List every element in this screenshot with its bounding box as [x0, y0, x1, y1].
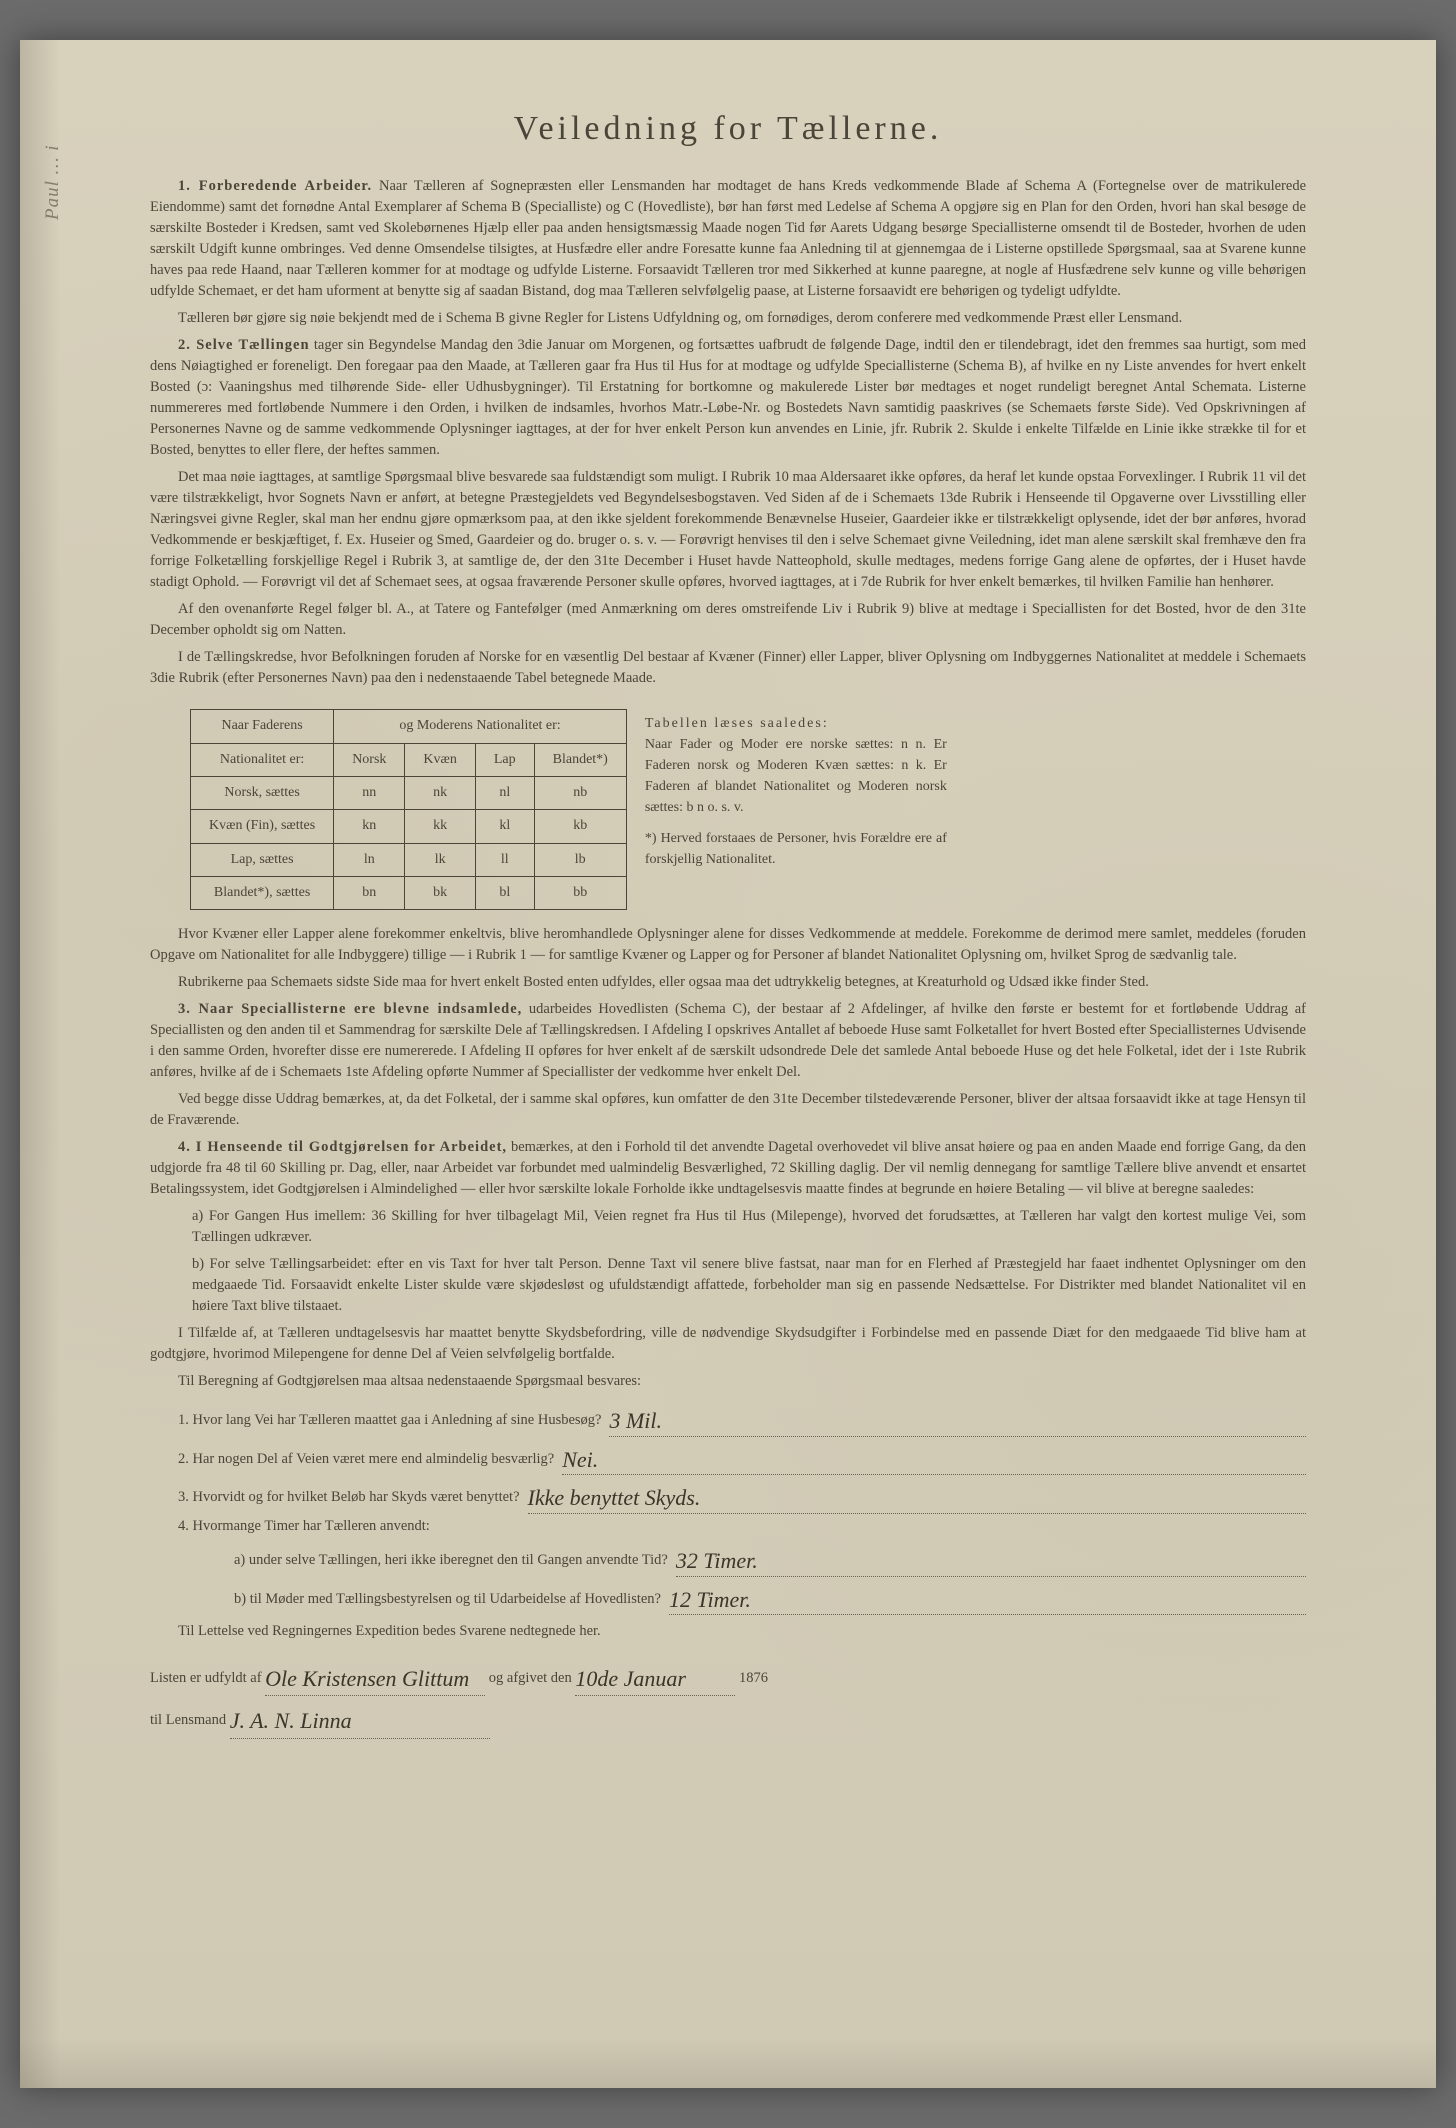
- question-4b-answer: 12 Timer.: [669, 1587, 751, 1612]
- table-cell: ll: [475, 843, 534, 876]
- section-2d: I de Tællingskredse, hvor Befolkningen f…: [150, 647, 1306, 689]
- question-2: 2. Har nogen Del af Veien været mere end…: [178, 1437, 1306, 1475]
- signature-date: 10de Januar: [575, 1666, 686, 1691]
- section-2-lead: 2. Selve Tællingen: [178, 337, 310, 353]
- table-side-head: Tabellen læses saaledes:: [645, 713, 947, 734]
- table-cell: Norsk, sættes: [191, 776, 334, 809]
- section-2: 2. Selve Tællingen tager sin Begyndelse …: [150, 335, 1306, 461]
- question-1: 1. Hvor lang Vei har Tælleren maattet ga…: [178, 1398, 1306, 1436]
- section-4a: a) For Gangen Hus imellem: 36 Skilling f…: [192, 1206, 1306, 1248]
- section-2c: Af den ovenanførte Regel følger bl. A., …: [150, 599, 1306, 641]
- footer-line1-b: og afgivet den: [489, 1670, 572, 1686]
- nationality-table: Naar Faderens og Moderens Nationalitet e…: [190, 709, 627, 910]
- table-col-1: Kvæn: [405, 743, 475, 776]
- table-cell: ln: [334, 843, 405, 876]
- table-cell: bn: [334, 876, 405, 909]
- section-4-lead: 4. I Henseende til Godtgjørelsen for Arb…: [178, 1139, 507, 1155]
- table-cell: Blandet*), sættes: [191, 876, 334, 909]
- margin-handwriting: Paul … ikke fuldstændig … at forstaaes ……: [42, 145, 1142, 220]
- section-3-lead: 3. Naar Speciallisterne ere blevne indsa…: [178, 1001, 522, 1017]
- question-3-answer: Ikke benyttet Skyds.: [528, 1485, 701, 1510]
- table-cell: lk: [405, 843, 475, 876]
- table-cell: bb: [534, 876, 626, 909]
- table-row: Norsk, sættes nn nk nl nb: [191, 776, 627, 809]
- question-4a-answer: 32 Timer.: [676, 1548, 758, 1573]
- table-cell: bk: [405, 876, 475, 909]
- table-side-body: Naar Fader og Moder ere norske sættes: n…: [645, 734, 947, 818]
- page-title: Veiledning for Tællerne.: [150, 110, 1306, 148]
- questions-note: Til Lettelse ved Regningernes Expedition…: [178, 1619, 1306, 1644]
- section-1b: Tælleren bør gjøre sig nøie bekjendt med…: [150, 308, 1306, 329]
- section-4d: Til Beregning af Godtgjørelsen maa altsa…: [150, 1371, 1306, 1392]
- table-side-footnote: *) Herved forstaaes de Personer, hvis Fo…: [645, 828, 947, 870]
- question-3: 3. Hvorvidt og for hvilket Beløb har Sky…: [178, 1475, 1306, 1513]
- table-row: Kvæn (Fin), sættes kn kk kl kb: [191, 810, 627, 843]
- section-4c: I Tilfælde af, at Tælleren undtagelsesvi…: [150, 1323, 1306, 1365]
- signature-block: Listen er udfyldt af Ole Kristensen Glit…: [150, 1654, 1306, 1740]
- question-4: 4. Hvormange Timer har Tælleren anvendt:: [178, 1514, 1306, 1539]
- table-subheader-row: Nationalitet er: Norsk Kvæn Lap Blandet*…: [191, 743, 627, 776]
- section-4: 4. I Henseende til Godtgjørelsen for Arb…: [150, 1137, 1306, 1200]
- footer-line1-a: Listen er udfyldt af: [150, 1670, 262, 1686]
- document-page: Paul … ikke fuldstændig … at forstaaes ……: [20, 40, 1436, 2088]
- lensmand-name: J. A. N. Linna: [230, 1708, 352, 1733]
- table-col-2: Lap: [475, 743, 534, 776]
- after-table-p1: Hvor Kvæner eller Lapper alene forekomme…: [150, 924, 1306, 966]
- table-cell: nn: [334, 776, 405, 809]
- table-cell: bl: [475, 876, 534, 909]
- table-cell: Lap, sættes: [191, 843, 334, 876]
- table-header-left: Naar Faderens: [191, 710, 334, 743]
- table-cell: lb: [534, 843, 626, 876]
- body-text: 1. Forberedende Arbeider. Naar Tælleren …: [150, 176, 1306, 1739]
- table-col-3: Blandet*): [534, 743, 626, 776]
- question-4b-text: b) til Møder med Tællingsbestyrelsen og …: [234, 1587, 661, 1612]
- footer-line2-a: til Lensmand: [150, 1712, 226, 1728]
- table-cell: nk: [405, 776, 475, 809]
- section-2b: Det maa nøie iagttages, at samtlige Spør…: [150, 467, 1306, 593]
- question-2-answer: Nei.: [562, 1447, 598, 1472]
- section-2-body: tager sin Begyndelse Mandag den 3die Jan…: [150, 337, 1306, 458]
- question-3-text: 3. Hvorvidt og for hvilket Beløb har Sky…: [178, 1485, 520, 1510]
- section-3b: Ved begge disse Uddrag bemærkes, at, da …: [150, 1089, 1306, 1131]
- table-header-row: Naar Faderens og Moderens Nationalitet e…: [191, 710, 627, 743]
- question-4a-text: a) under selve Tællingen, heri ikke iber…: [234, 1548, 668, 1573]
- questions-block: 1. Hvor lang Vei har Tælleren maattet ga…: [178, 1398, 1306, 1643]
- table-row-label-header: Nationalitet er:: [191, 743, 334, 776]
- after-table-p2: Rubrikerne paa Schemaets sidste Side maa…: [150, 972, 1306, 993]
- table-cell: kn: [334, 810, 405, 843]
- question-4a: a) under selve Tællingen, heri ikke iber…: [234, 1538, 1306, 1576]
- table-cell: nb: [534, 776, 626, 809]
- footer-year: 1876: [739, 1670, 768, 1686]
- question-1-answer: 3 Mil.: [609, 1408, 662, 1433]
- table-cell: kk: [405, 810, 475, 843]
- section-4b: b) For selve Tællingsarbeidet: efter en …: [192, 1254, 1306, 1317]
- table-col-0: Norsk: [334, 743, 405, 776]
- table-cell: nl: [475, 776, 534, 809]
- table-region: Naar Faderens og Moderens Nationalitet e…: [150, 695, 1306, 924]
- table-row: Blandet*), sættes bn bk bl bb: [191, 876, 627, 909]
- table-header-right: og Moderens Nationalitet er:: [334, 710, 627, 743]
- table-row: Lap, sættes ln lk ll lb: [191, 843, 627, 876]
- table-side-note: Tabellen læses saaledes: Naar Fader og M…: [627, 695, 947, 870]
- section-3: 3. Naar Speciallisterne ere blevne indsa…: [150, 999, 1306, 1083]
- question-4b: b) til Møder med Tællingsbestyrelsen og …: [234, 1577, 1306, 1615]
- signature-name: Ole Kristensen Glittum: [265, 1666, 469, 1691]
- question-2-text: 2. Har nogen Del af Veien været mere end…: [178, 1447, 554, 1472]
- table-cell: kl: [475, 810, 534, 843]
- table-cell: Kvæn (Fin), sættes: [191, 810, 334, 843]
- question-1-text: 1. Hvor lang Vei har Tælleren maattet ga…: [178, 1408, 601, 1433]
- table-cell: kb: [534, 810, 626, 843]
